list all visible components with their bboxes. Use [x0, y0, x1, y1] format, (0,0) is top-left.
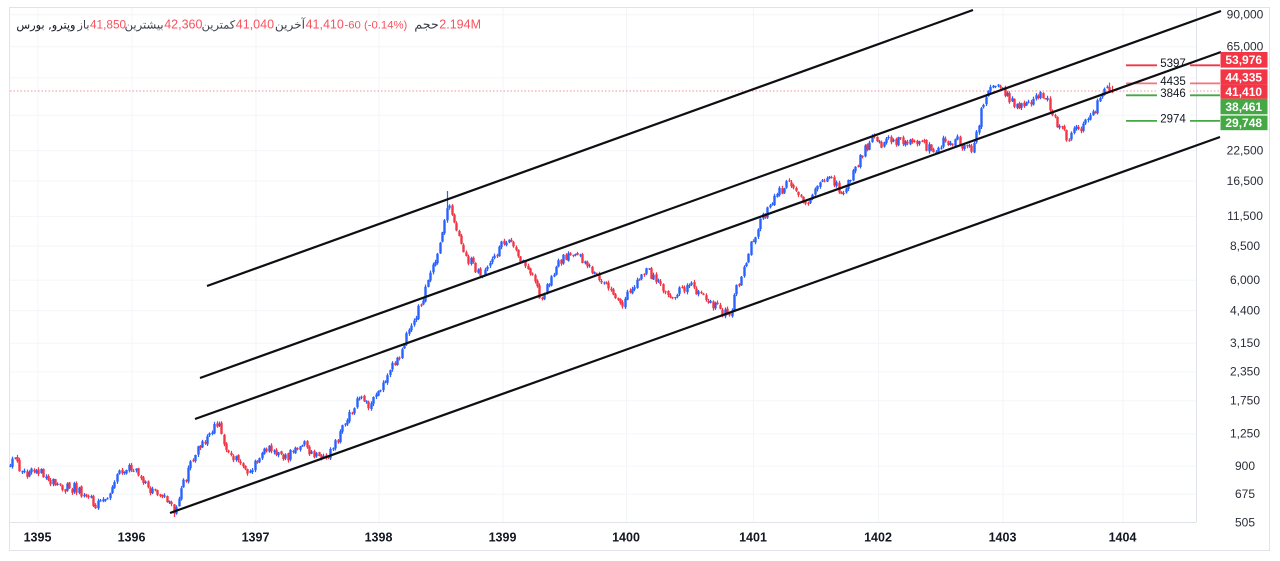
svg-text:8,500: 8,500 — [1230, 239, 1260, 253]
svg-text:1403: 1403 — [989, 531, 1017, 545]
svg-text:41,850: 41,850 — [90, 18, 127, 32]
svg-text:16,500: 16,500 — [1227, 174, 1264, 188]
svg-text:6,000: 6,000 — [1230, 273, 1260, 287]
svg-text:11,500: 11,500 — [1227, 209, 1263, 223]
svg-text:29,748: 29,748 — [1225, 116, 1262, 130]
svg-text:41,410: 41,410 — [306, 18, 344, 32]
svg-text:22,500: 22,500 — [1227, 143, 1264, 157]
svg-text:675: 675 — [1235, 487, 1255, 501]
svg-text:42,360: 42,360 — [164, 18, 202, 32]
svg-text:65,000: 65,000 — [1227, 40, 1264, 54]
svg-text:505: 505 — [1235, 516, 1255, 530]
svg-text:1,250: 1,250 — [1230, 427, 1260, 441]
svg-text:90,000: 90,000 — [1227, 8, 1264, 22]
svg-text:2.194M: 2.194M — [439, 18, 481, 32]
svg-text:1398: 1398 — [365, 531, 393, 545]
svg-text:1,750: 1,750 — [1230, 394, 1260, 408]
svg-text:1400: 1400 — [612, 531, 640, 545]
svg-text:1399: 1399 — [489, 531, 517, 545]
svg-text:1395: 1395 — [24, 531, 52, 545]
svg-text:4,400: 4,400 — [1230, 303, 1260, 317]
svg-text:900: 900 — [1235, 459, 1255, 473]
svg-text:3,150: 3,150 — [1230, 336, 1260, 350]
svg-text:4435: 4435 — [1160, 76, 1186, 88]
svg-text:-60 (-0.14%): -60 (-0.14%) — [345, 20, 408, 32]
svg-text:38,461: 38,461 — [1225, 100, 1262, 114]
svg-text:41,410: 41,410 — [1225, 85, 1262, 99]
svg-text:1404: 1404 — [1109, 531, 1137, 545]
svg-text:3846: 3846 — [1160, 88, 1186, 100]
svg-text:44,335: 44,335 — [1225, 70, 1262, 84]
svg-text:41,040: 41,040 — [236, 18, 274, 32]
svg-text:1397: 1397 — [242, 531, 270, 545]
svg-text:2974: 2974 — [1160, 114, 1186, 126]
svg-text:1401: 1401 — [739, 531, 767, 545]
svg-text:53,976: 53,976 — [1225, 53, 1262, 67]
svg-text:2,350: 2,350 — [1230, 365, 1260, 379]
svg-text:1396: 1396 — [118, 531, 146, 545]
svg-text:1402: 1402 — [864, 531, 892, 545]
